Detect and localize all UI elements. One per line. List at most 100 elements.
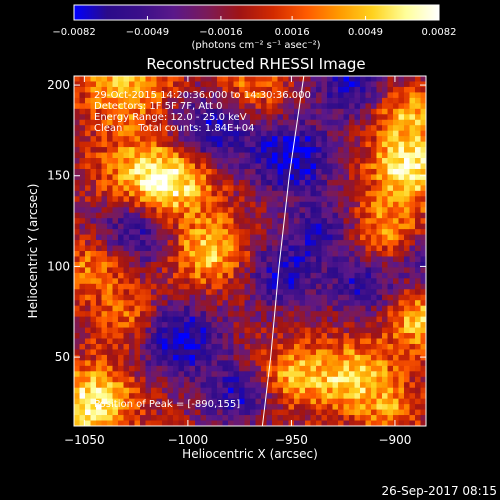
heatmap-cell [79,338,86,345]
heatmap-cell [316,212,322,219]
heatmap-cell [79,185,86,192]
heatmap-cell [167,245,174,252]
heatmap-cell [162,409,168,416]
heatmap-cell [283,114,289,121]
heatmap-cell [244,338,251,345]
heatmap-cell [151,76,157,82]
heatmap-cell [123,398,130,405]
peak-position-label: Position of Peak = [-890,155] [94,399,240,410]
heatmap-cell [167,409,174,416]
heatmap-cell [354,234,361,241]
heatmap-cell [123,190,130,197]
heatmap-cell [222,267,229,274]
heatmap-cell [134,185,141,192]
heatmap-cell [404,212,410,219]
heatmap-cell [129,398,135,405]
heatmap-cell [211,196,218,203]
heatmap-cell [250,382,256,389]
heatmap-cell [255,333,262,339]
heatmap-cell [371,245,377,252]
heatmap-cell [404,272,410,279]
heatmap-cell [79,136,86,143]
heatmap-cell [387,376,394,383]
heatmap-cell [310,311,317,318]
heatmap-cell [272,409,278,416]
heatmap-cell [211,365,218,372]
heatmap-cell [283,360,289,367]
heatmap-cell [250,305,256,312]
heatmap-cell [420,267,427,274]
heatmap-cell [222,371,229,378]
heatmap-cell [145,289,152,296]
heatmap-cell [266,190,273,197]
heatmap-cell [74,305,80,312]
heatmap-cell [343,272,350,279]
heatmap-cell [404,267,410,274]
heatmap-cell [343,420,350,427]
heatmap-cell [299,316,306,323]
heatmap-cell [261,267,267,274]
heatmap-cell [151,382,157,389]
heatmap-cell [327,387,333,394]
heatmap-cell [360,163,366,170]
heatmap-cell [244,207,251,214]
heatmap-cell [184,86,190,93]
heatmap-cell [387,108,394,115]
heatmap-cell [123,223,130,230]
heatmap-cell [233,272,240,279]
heatmap-cell [250,333,256,339]
heatmap-cell [420,305,427,312]
heatmap-cell [283,327,289,334]
heatmap-cell [189,245,196,252]
heatmap-cell [156,76,163,82]
heatmap-cell [85,278,91,285]
heatmap-cell [393,147,399,153]
heatmap-cell [162,179,168,186]
heatmap-cell [184,371,190,378]
heatmap-cell [233,240,240,246]
heatmap-cell [321,218,328,225]
heatmap-cell [162,316,168,323]
heatmap-cell [409,354,416,361]
x-tick-label: −1050 [64,433,105,447]
heatmap-cell [239,97,245,104]
heatmap-cell [244,300,251,307]
heatmap-cell [112,272,119,279]
heatmap-cell [195,376,201,383]
heatmap-cell [365,130,372,137]
heatmap-cell [376,207,383,214]
heatmap-cell [217,97,223,104]
heatmap-cell [162,81,168,88]
heatmap-cell [134,147,141,153]
heatmap-cell [404,398,410,405]
heatmap-cell [79,365,86,372]
heatmap-cell [178,398,185,405]
heatmap-cell [415,114,421,121]
annotation-time-range: 29-Oct-2015 14:20:36.000 to 14:30:36.000 [94,90,311,101]
heatmap-cell [96,365,102,372]
heatmap-cell [151,163,157,170]
heatmap-cell [140,354,146,361]
heatmap-cell [272,190,278,197]
heatmap-cell [233,343,240,350]
heatmap-cell [398,86,405,93]
heatmap-cell [74,147,80,153]
heatmap-cell [239,103,245,110]
heatmap-cell [101,256,108,263]
heatmap-cell [178,294,185,301]
heatmap-cell [145,190,152,197]
heatmap-cell [299,289,306,296]
heatmap-cell [178,81,185,88]
heatmap-cell [310,305,317,312]
heatmap-cell [415,398,421,405]
heatmap-cell [184,179,190,186]
heatmap-cell [255,174,262,181]
heatmap-cell [112,130,119,137]
heatmap-cell [101,152,108,159]
heatmap-cell [222,212,229,219]
heatmap-cell [343,136,350,143]
heatmap-cell [85,240,91,246]
heatmap-cell [294,272,300,279]
heatmap-cell [178,201,185,208]
heatmap-cell [382,86,388,93]
